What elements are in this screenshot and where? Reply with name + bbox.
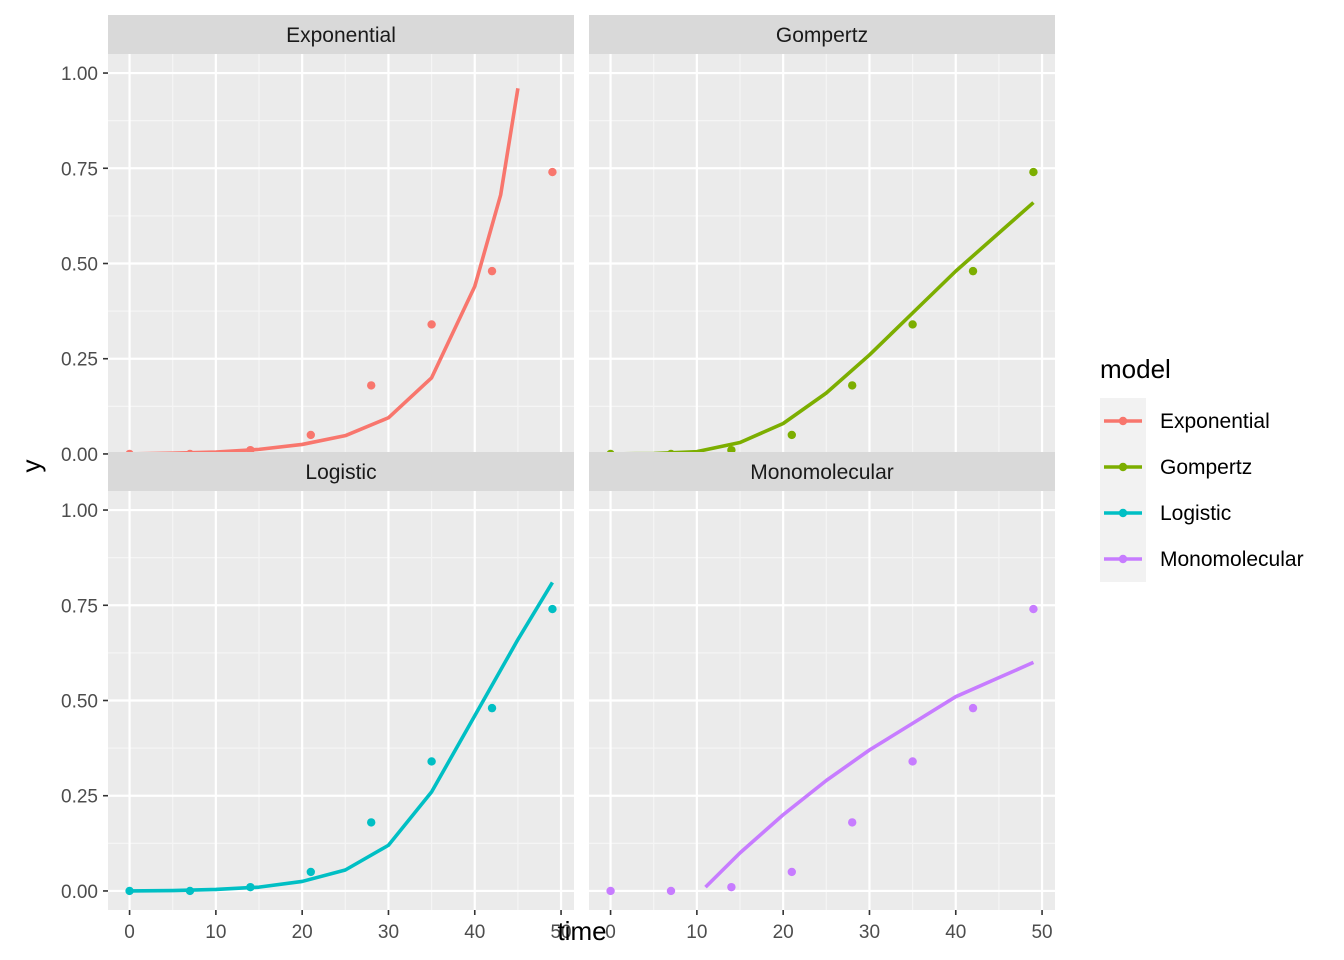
strip-label-gompertz: Gompertz <box>776 24 868 47</box>
x-tick-label: 10 <box>205 922 226 943</box>
data-point-exponential <box>427 320 436 329</box>
legend: model Exponential Gompertz Logistic Monomol… <box>1100 354 1304 582</box>
data-point-logistic <box>487 703 497 713</box>
data-point-monomolecular <box>1029 604 1038 614</box>
y-tick-label: 1.00 <box>61 501 98 522</box>
data-point-monomolecular <box>968 703 978 713</box>
x-tick-label: 50 <box>1031 922 1052 943</box>
legend-key-point <box>1118 462 1128 472</box>
x-axis-title: time <box>557 916 606 946</box>
data-point-logistic <box>367 818 376 827</box>
data-point-gompertz <box>908 320 917 329</box>
y-tick-label: 1.00 <box>61 64 98 85</box>
legend-key-point <box>1118 416 1128 426</box>
panels-layer: Exponential Gompertz Logistic Monomolecular <box>108 15 1055 910</box>
x-tick-label: 50 <box>550 922 571 943</box>
data-point-gompertz <box>1029 167 1038 177</box>
data-point-gompertz <box>968 266 978 276</box>
legend-key-point <box>1118 554 1128 564</box>
data-point-logistic <box>246 882 255 892</box>
fit-line-logistic <box>129 581 554 893</box>
y-tick-label: 0.00 <box>61 445 98 466</box>
x-tick-label: 30 <box>859 922 880 943</box>
data-point-monomolecular <box>787 867 796 877</box>
y-tick-label: 0.75 <box>61 596 98 617</box>
data-point-logistic <box>125 886 134 896</box>
y-tick-label: 0.25 <box>61 787 98 808</box>
y-tick-label: 0.50 <box>61 255 98 276</box>
x-tick-label: 0 <box>124 922 135 943</box>
legend-key-point <box>1118 508 1128 518</box>
x-tick-label: 0 <box>605 922 616 943</box>
x-tick-label: 10 <box>686 922 707 943</box>
data-point-monomolecular <box>666 886 676 896</box>
fit-line-monomolecular <box>704 660 1035 889</box>
axes-layer: 0.00 0.25 0.50 0.75 1.00 0.00 0.25 0.50 0.75 1.00… <box>61 64 1053 943</box>
x-tick-label: 40 <box>945 922 966 943</box>
panel-exponential: Exponential <box>108 15 574 473</box>
data-point-exponential <box>306 430 315 440</box>
legend-item-monomolecular: Monomolecular <box>1100 536 1304 582</box>
legend-title: model <box>1100 354 1171 384</box>
data-point-monomolecular <box>606 886 615 896</box>
data-point-monomolecular <box>908 757 917 766</box>
legend-item-gompertz: Gompertz <box>1100 444 1252 490</box>
data-point-logistic <box>427 757 436 766</box>
panel-gompertz: Gompertz <box>589 15 1055 473</box>
strip-label-monomolecular: Monomolecular <box>750 461 894 484</box>
y-axis-title: y <box>16 460 46 473</box>
x-tick-label: 40 <box>464 922 485 943</box>
panel-logistic: Logistic <box>108 452 574 910</box>
strip-label-exponential: Exponential <box>286 24 396 47</box>
data-point-exponential <box>367 381 376 390</box>
strip-exponential <box>108 15 574 54</box>
strip-logistic <box>108 452 574 491</box>
y-tick-label: 0.00 <box>61 882 98 903</box>
legend-label: Logistic <box>1160 502 1231 525</box>
data-point-logistic <box>185 886 195 896</box>
y-tick-label: 0.50 <box>61 692 98 713</box>
y-tick-label: 0.25 <box>61 350 98 371</box>
legend-item-exponential: Exponential <box>1100 398 1270 444</box>
strip-label-logistic: Logistic <box>305 461 376 484</box>
data-point-monomolecular <box>727 882 736 892</box>
data-point-exponential <box>548 167 557 177</box>
legend-label: Exponential <box>1160 410 1270 433</box>
data-point-logistic <box>548 604 557 614</box>
x-tick-label: 20 <box>292 922 313 943</box>
strip-monomolecular <box>589 452 1055 491</box>
data-point-logistic <box>306 867 315 877</box>
y-tick-label: 0.75 <box>61 159 98 180</box>
x-tick-label: 20 <box>773 922 794 943</box>
panel-monomolecular: Monomolecular <box>589 452 1055 910</box>
data-point-monomolecular <box>848 818 857 827</box>
legend-label: Monomolecular <box>1160 548 1304 571</box>
data-point-exponential <box>487 266 497 276</box>
legend-item-logistic: Logistic <box>1100 490 1231 536</box>
legend-label: Gompertz <box>1160 456 1252 479</box>
x-tick-label: 30 <box>378 922 399 943</box>
data-point-gompertz <box>848 381 857 390</box>
strip-gompertz <box>589 15 1055 54</box>
data-point-gompertz <box>787 430 796 440</box>
